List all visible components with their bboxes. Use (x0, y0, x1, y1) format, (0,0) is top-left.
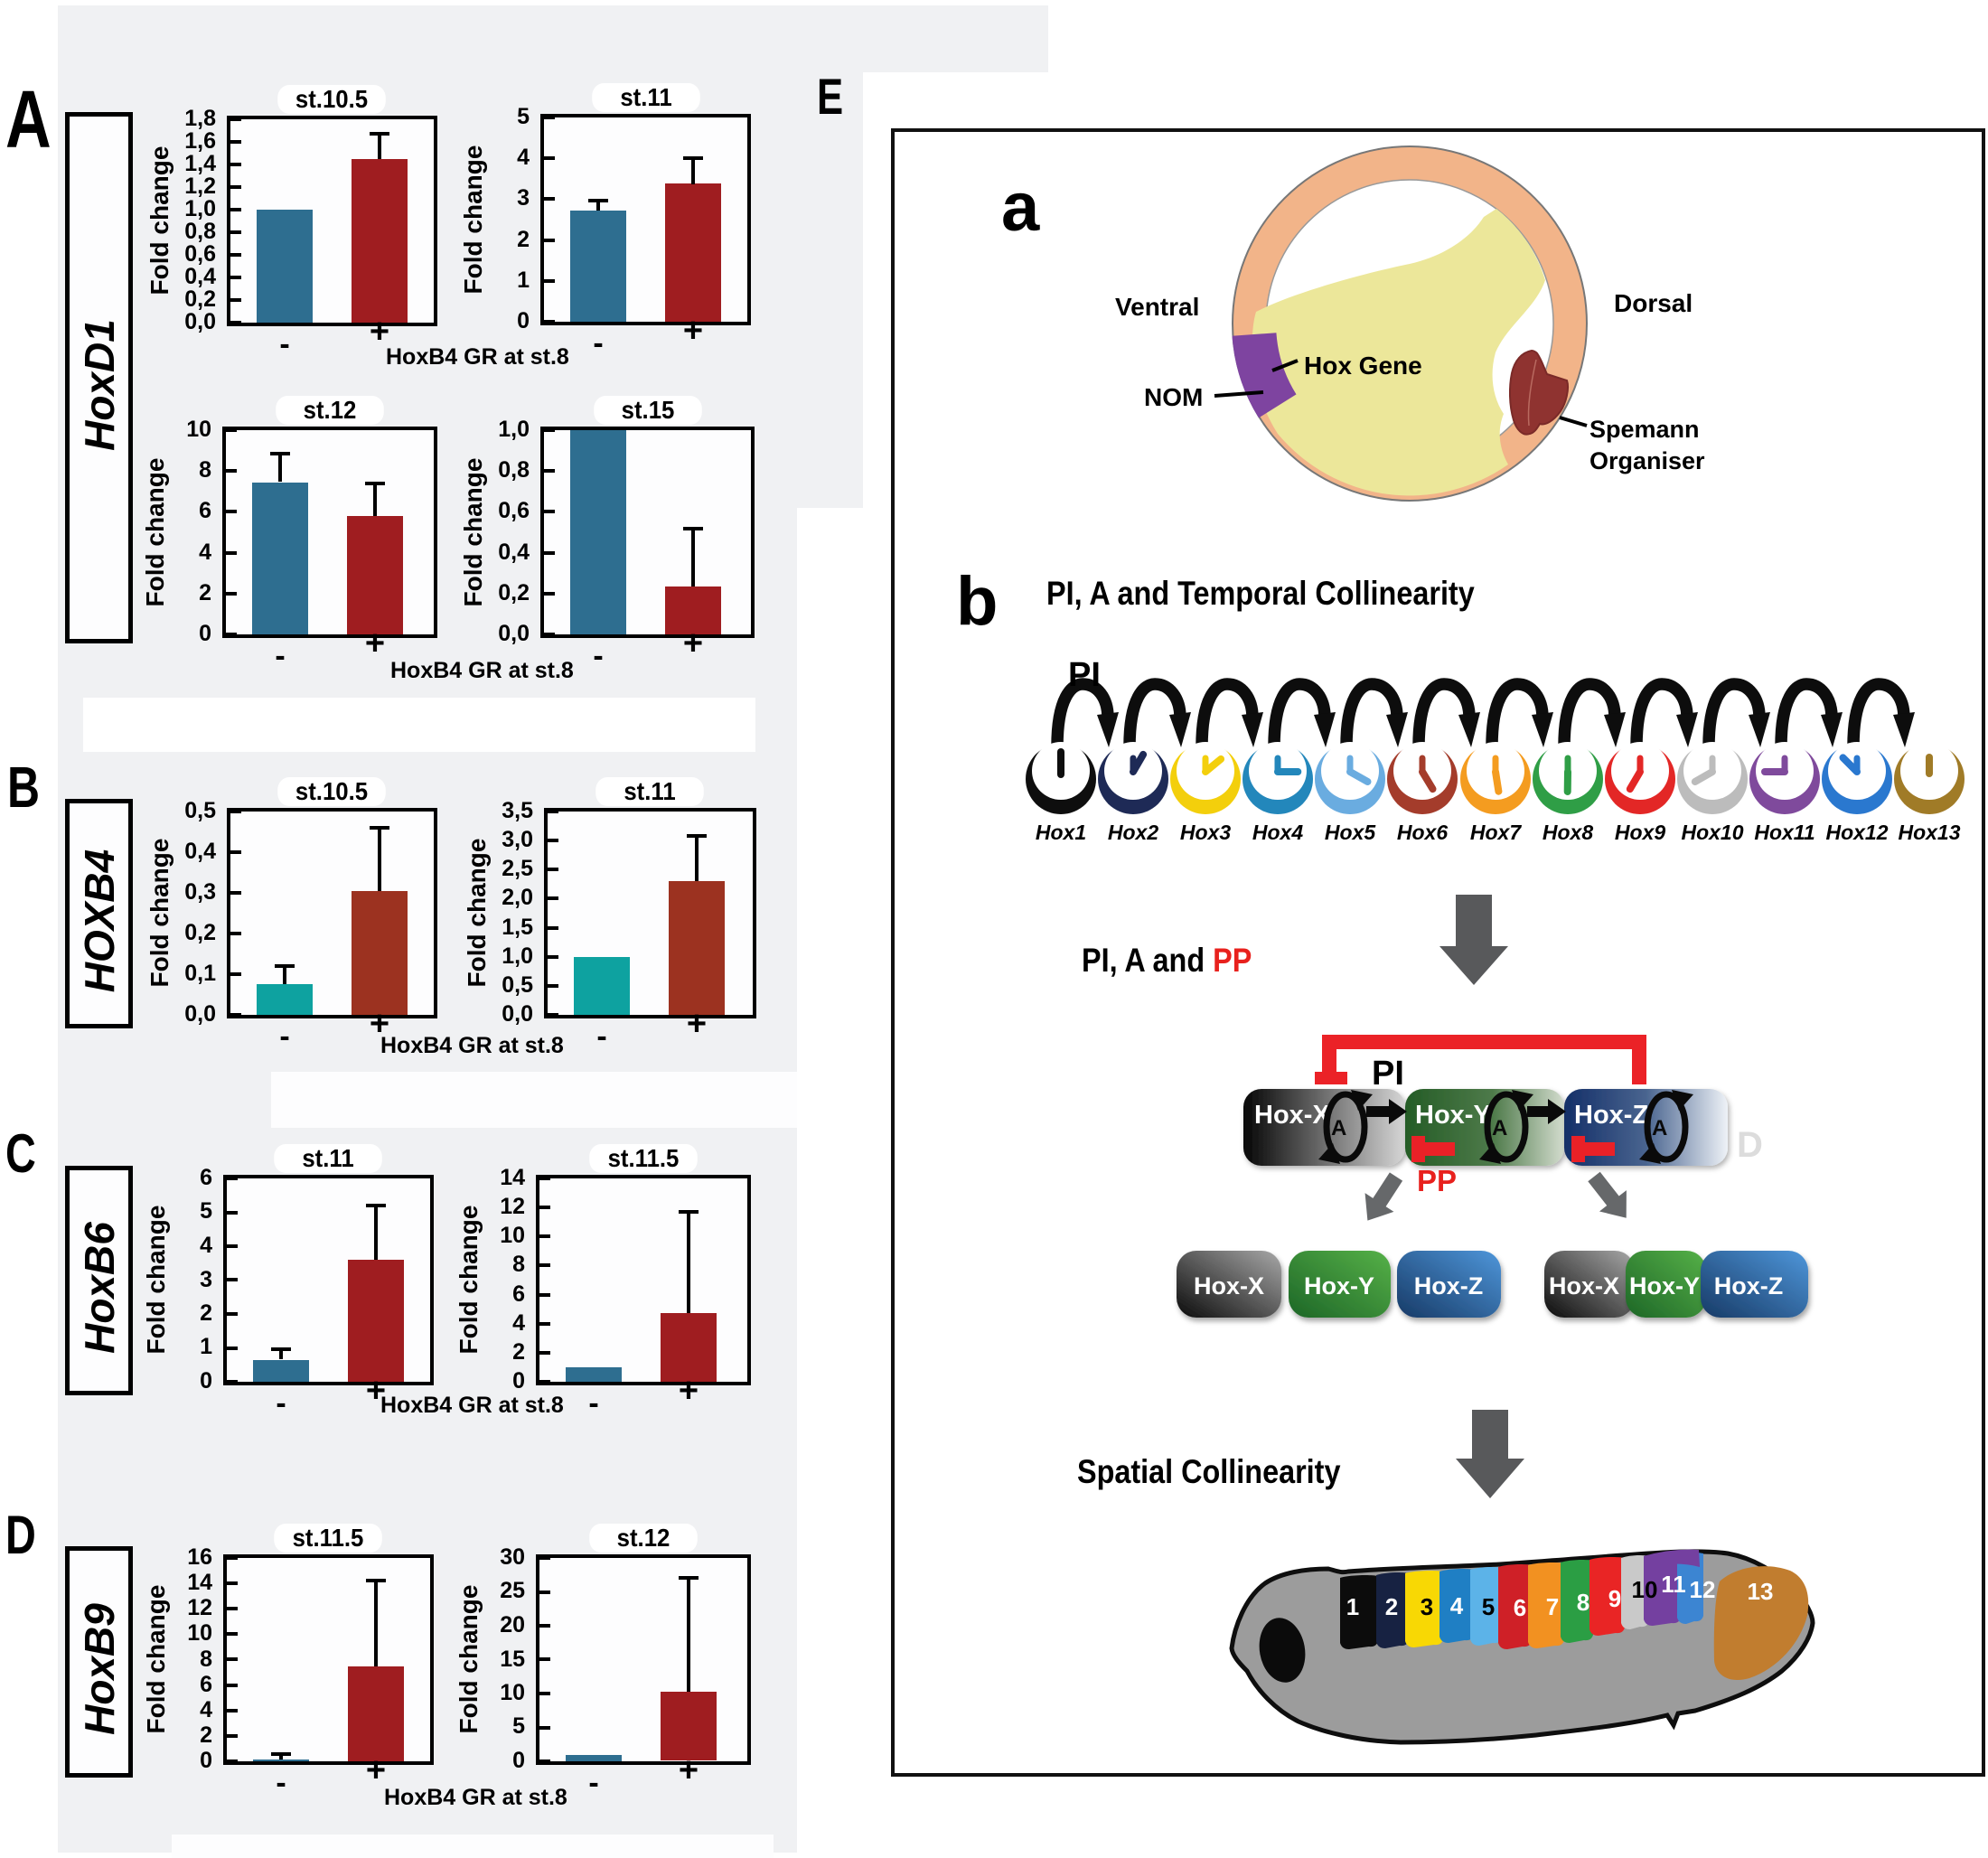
svg-text:Hox-X: Hox-X (1194, 1272, 1264, 1300)
svg-text:11: 11 (1661, 1571, 1686, 1598)
svg-text:A: A (1652, 1116, 1667, 1140)
svg-text:PP: PP (1417, 1164, 1457, 1197)
svg-text:Hox-X: Hox-X (1254, 1101, 1330, 1130)
svg-text:Hox-Z: Hox-Z (1414, 1272, 1484, 1300)
svg-text:Hox-Y: Hox-Y (1304, 1272, 1374, 1300)
svg-text:1: 1 (1346, 1593, 1359, 1620)
svg-text:4: 4 (1450, 1592, 1464, 1619)
svg-text:Hox-Z: Hox-Z (1714, 1272, 1784, 1300)
svg-text:PI: PI (1372, 1055, 1404, 1093)
svg-text:7: 7 (1546, 1593, 1559, 1620)
svg-text:3: 3 (1421, 1593, 1433, 1620)
svg-text:5: 5 (1482, 1593, 1495, 1620)
svg-text:A: A (1331, 1116, 1346, 1140)
svg-text:D: D (1737, 1125, 1763, 1165)
svg-text:10: 10 (1632, 1576, 1658, 1603)
svg-text:2: 2 (1385, 1593, 1398, 1620)
svg-text:Hox-X: Hox-X (1549, 1272, 1619, 1300)
svg-text:Hox-Y: Hox-Y (1629, 1272, 1700, 1300)
svg-text:13: 13 (1748, 1578, 1774, 1605)
svg-text:6: 6 (1514, 1594, 1526, 1621)
svg-text:Hox-Z: Hox-Z (1574, 1101, 1648, 1130)
svg-text:8: 8 (1577, 1589, 1589, 1616)
svg-text:9: 9 (1608, 1585, 1621, 1612)
svg-text:12: 12 (1690, 1576, 1716, 1603)
svg-text:Hox-Y: Hox-Y (1415, 1101, 1491, 1130)
svg-text:A: A (1492, 1116, 1507, 1140)
